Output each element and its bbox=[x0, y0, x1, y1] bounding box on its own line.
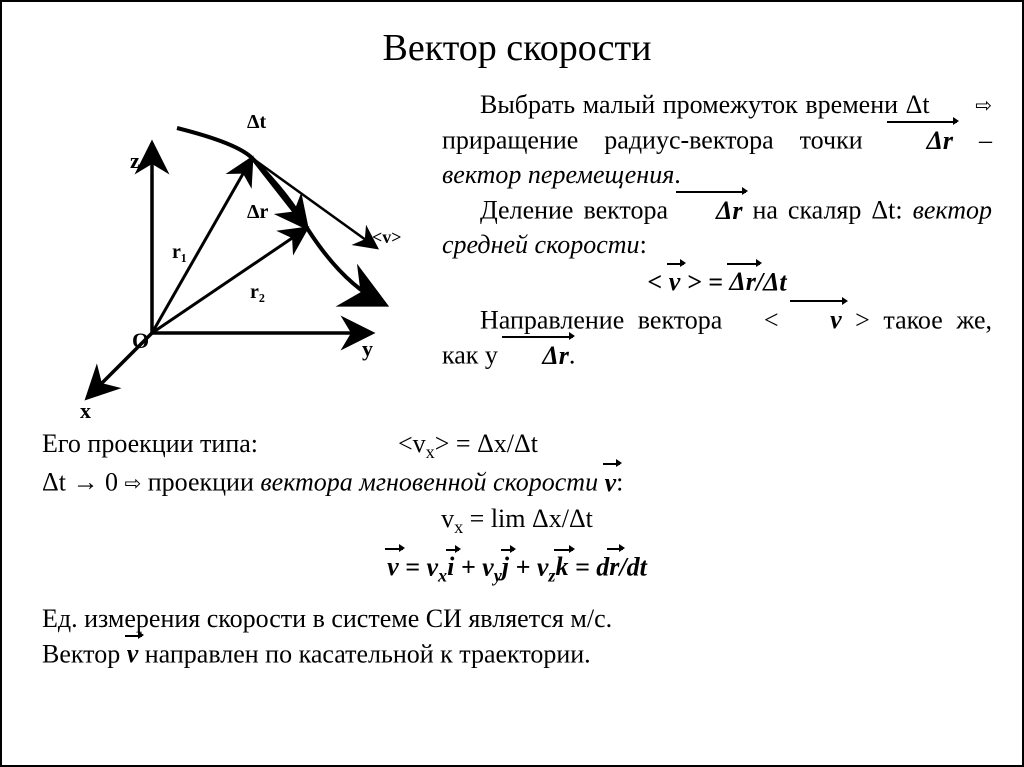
paragraph-1: Выбрать малый промежуток времени Δt ⇨ пр… bbox=[442, 88, 992, 192]
limit-line: Δt → 0 ⇨ проекции вектора мгновенной ско… bbox=[42, 464, 992, 500]
paragraph-3: Направление вектора < v > такое же, как … bbox=[442, 302, 992, 373]
vector-diagram: O x y z r₁ r₂ Δt Δr <v> bbox=[42, 88, 442, 423]
equation-v-components: v = vx i + vy j + vz k = dr/dt bbox=[42, 549, 992, 588]
paragraph-2: Деление вектора Δr на скаляр Δt: вектор … bbox=[442, 192, 992, 262]
projections-line: Его проекции типа:<vx> = Δx/Δt bbox=[42, 427, 992, 464]
label-O: O bbox=[132, 328, 149, 353]
label-x: x bbox=[80, 398, 91, 418]
label-dr: Δr bbox=[247, 201, 269, 223]
label-r2: r₂ bbox=[250, 281, 265, 303]
label-v: <v> bbox=[372, 227, 402, 247]
tangent-line: Вектор v направлен по касательной к трае… bbox=[42, 636, 992, 672]
label-y: y bbox=[362, 336, 373, 361]
equation-vx-limit: vx = lim Δx/Δt bbox=[42, 502, 992, 539]
label-r1: r₁ bbox=[172, 241, 187, 263]
unit-line: Ед. измерения скорости в системе СИ явля… bbox=[42, 602, 992, 636]
implies-icon: ⇨ bbox=[937, 93, 992, 119]
label-dt: Δt bbox=[247, 111, 267, 133]
equation-avg-velocity: < v > = Δr/Δt bbox=[442, 264, 992, 300]
label-z: z bbox=[130, 148, 140, 173]
implies-icon-2: ⇨ bbox=[124, 471, 141, 497]
page-title: Вектор скорости bbox=[42, 26, 992, 70]
vec-dr: Δr bbox=[889, 122, 953, 158]
vec-dr-2: Δr bbox=[678, 192, 742, 228]
